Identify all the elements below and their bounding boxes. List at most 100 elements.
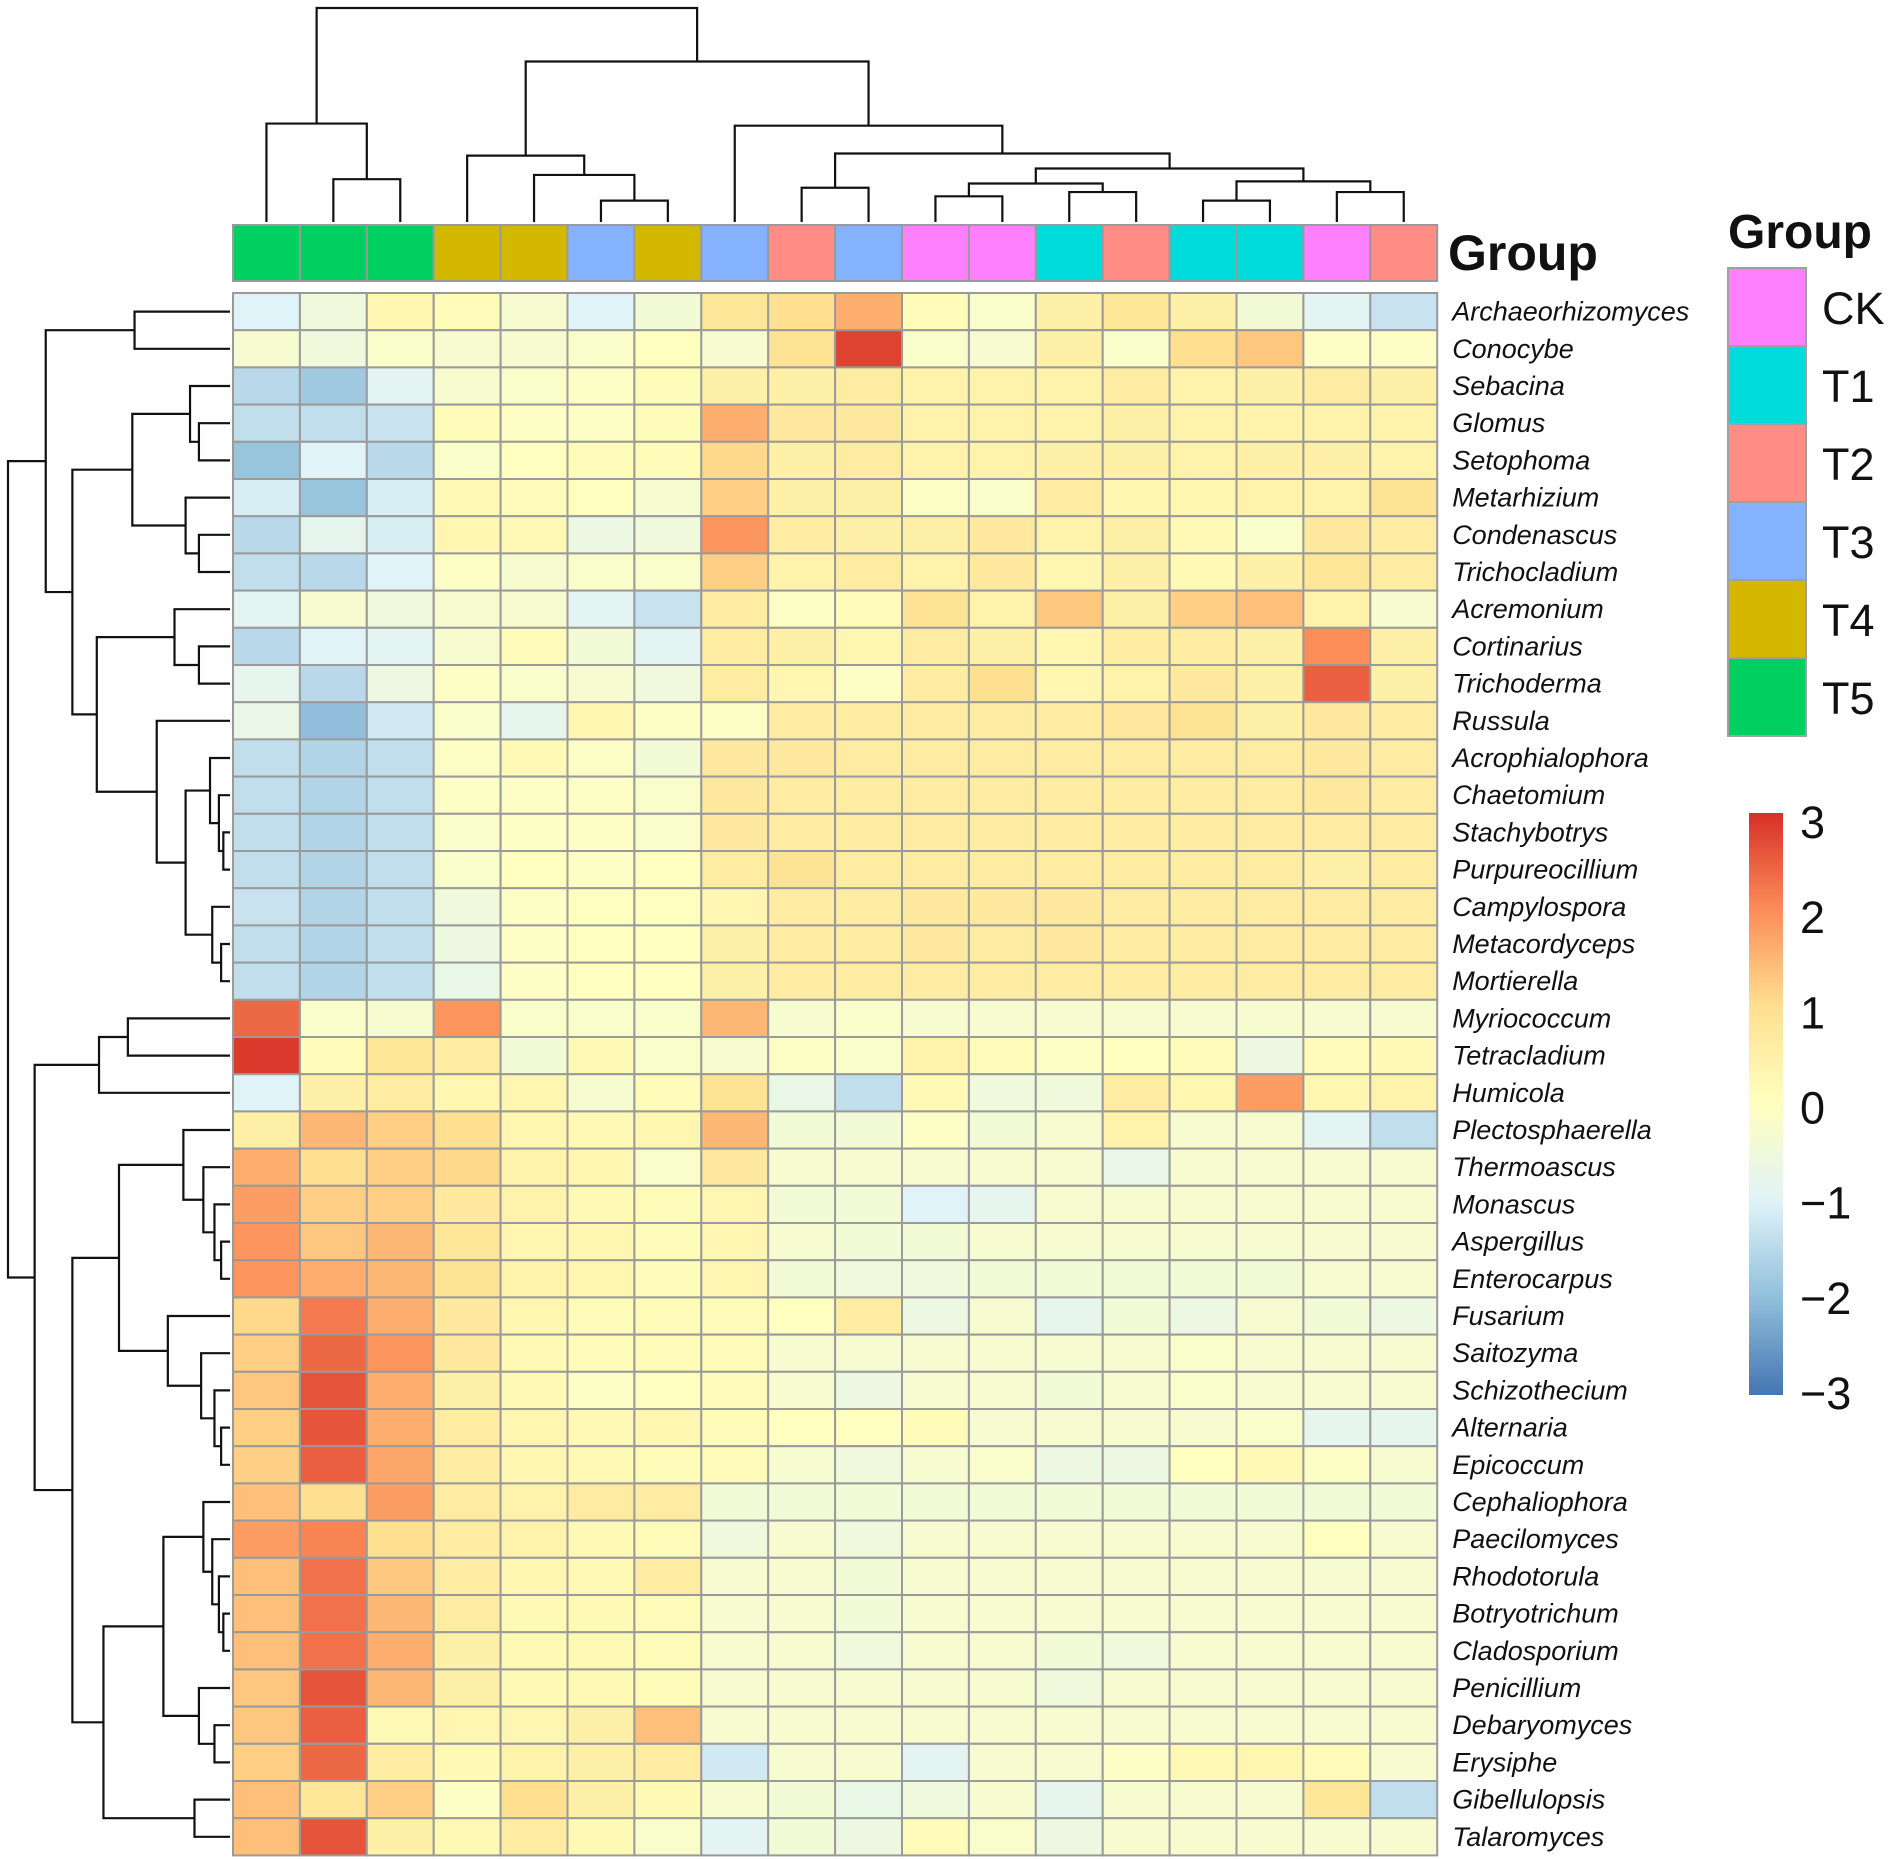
heatmap-cell xyxy=(633,998,703,1038)
heatmap-cell xyxy=(901,403,970,443)
heatmap-cell xyxy=(967,440,1037,480)
heatmap-cell xyxy=(298,850,368,890)
heatmap-cell xyxy=(1302,366,1372,406)
heatmap-cell xyxy=(967,1147,1037,1187)
heatmap-cell xyxy=(1302,1556,1372,1597)
heatmap-cell xyxy=(834,887,903,927)
heatmap-cell xyxy=(700,1036,770,1076)
legend-swatch xyxy=(1727,579,1807,659)
heatmap-cell xyxy=(365,366,435,406)
row-label: Conocybe xyxy=(1452,334,1574,364)
heatmap-cell xyxy=(365,1705,435,1745)
heatmap-cell xyxy=(1235,1408,1305,1448)
heatmap-cell xyxy=(700,1184,770,1225)
heatmap-cell xyxy=(1302,1631,1372,1671)
heatmap-cell xyxy=(633,440,703,480)
heatmap-cell xyxy=(1168,515,1238,555)
heatmap-cell xyxy=(901,292,970,332)
heatmap-cell xyxy=(834,961,903,1001)
heatmap-cell xyxy=(834,1519,903,1559)
heatmap-cell xyxy=(901,887,970,927)
heatmap-cell xyxy=(901,1631,970,1671)
heatmap-cell xyxy=(365,403,435,443)
heatmap-cell xyxy=(499,1519,569,1559)
heatmap-cell xyxy=(432,1259,502,1299)
heatmap-cell xyxy=(298,1333,368,1373)
heatmap-cell xyxy=(767,1408,837,1448)
heatmap-cell xyxy=(499,1333,569,1373)
heatmap-cell xyxy=(1302,1184,1372,1225)
heatmap-cell xyxy=(967,515,1037,555)
heatmap-cell xyxy=(365,1073,435,1113)
heatmap-cells xyxy=(232,292,1439,1857)
heatmap-cell xyxy=(633,850,703,890)
heatmap-cell xyxy=(432,1408,502,1448)
heatmap-cell xyxy=(298,1742,368,1783)
heatmap-cell xyxy=(633,626,703,666)
heatmap-cell xyxy=(1168,1222,1238,1262)
heatmap-cell xyxy=(1235,478,1305,518)
heatmap-cell xyxy=(432,589,502,629)
heatmap-cell xyxy=(901,1705,970,1745)
heatmap-cell xyxy=(700,1333,770,1373)
heatmap-cell xyxy=(432,515,502,555)
heatmap-cell xyxy=(432,366,502,406)
heatmap-cell xyxy=(967,1110,1037,1150)
heatmap-cell xyxy=(1302,664,1372,704)
heatmap-cell xyxy=(1235,1482,1305,1522)
heatmap-cell xyxy=(1168,887,1238,927)
heatmap-cell xyxy=(1235,329,1305,369)
heatmap-cell xyxy=(1101,515,1171,555)
heatmap-cell xyxy=(432,1631,502,1671)
heatmap-cell xyxy=(432,1222,502,1262)
heatmap-cell xyxy=(1369,552,1439,592)
heatmap-cell xyxy=(232,366,301,406)
heatmap-cell xyxy=(901,1184,970,1225)
heatmap-cell xyxy=(499,1482,569,1522)
heatmap-cell xyxy=(232,515,301,555)
heatmap-cell xyxy=(700,1110,770,1150)
row-label: Myriococcum xyxy=(1452,1003,1611,1033)
heatmap-cell xyxy=(566,1631,636,1671)
heatmap-cell xyxy=(566,924,636,964)
heatmap-cell xyxy=(232,1594,301,1634)
heatmap-cell xyxy=(298,664,368,704)
heatmap-cell xyxy=(967,1705,1037,1745)
heatmap-cell xyxy=(700,1296,770,1336)
heatmap-cell xyxy=(1168,701,1238,741)
heatmap-cell xyxy=(298,626,368,666)
heatmap-cell xyxy=(1168,1556,1238,1597)
heatmap-cell xyxy=(232,1445,301,1485)
heatmap-cell xyxy=(1369,738,1439,778)
heatmap-cell xyxy=(1302,1036,1372,1076)
heatmap-cell xyxy=(767,515,837,555)
heatmap-cell xyxy=(967,1408,1037,1448)
heatmap-cell xyxy=(365,1259,435,1299)
heatmap-cell xyxy=(767,1482,837,1522)
heatmap-cell xyxy=(365,998,435,1038)
heatmap-cell xyxy=(700,403,770,443)
heatmap-cell xyxy=(1168,664,1238,704)
heatmap-cell xyxy=(1101,1259,1171,1299)
heatmap-cell xyxy=(767,1594,837,1634)
heatmap-cell xyxy=(967,1073,1037,1113)
heatmap-cell xyxy=(232,1259,301,1299)
heatmap-cell xyxy=(432,440,502,480)
heatmap-cell xyxy=(298,1222,368,1262)
heatmap-cell xyxy=(901,1668,970,1708)
heatmap-cell xyxy=(1302,626,1372,666)
heatmap-cell xyxy=(633,1445,703,1485)
legend-swatch xyxy=(1727,501,1807,581)
heatmap-cell xyxy=(967,924,1037,964)
heatmap-cell xyxy=(1168,552,1238,592)
heatmap-cell xyxy=(1034,1296,1104,1336)
heatmap-cell xyxy=(901,850,970,890)
heatmap-cell xyxy=(1235,515,1305,555)
heatmap-cell xyxy=(901,1482,970,1522)
heatmap-cell xyxy=(633,738,703,778)
heatmap-cell xyxy=(901,1110,970,1150)
heatmap-cell xyxy=(967,1036,1037,1076)
heatmap-cell xyxy=(767,1222,837,1262)
heatmap-cell xyxy=(232,1668,301,1708)
heatmap-cell xyxy=(767,478,837,518)
